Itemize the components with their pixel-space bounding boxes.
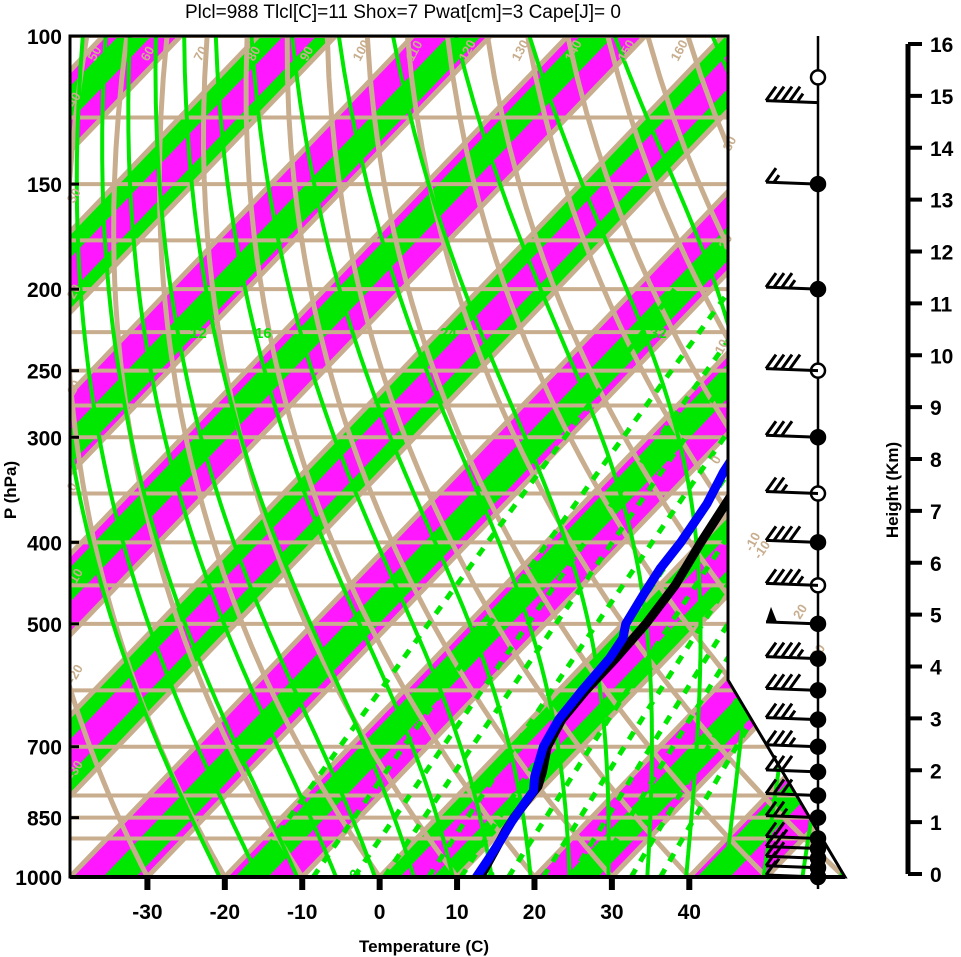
temperature-tick-label: 30 [600,901,623,924]
isotherm-label-right: 10 [711,337,731,357]
height-tick-label: 13 [930,190,953,213]
pressure-axis: 100 150 200 250 300 400 500 700 850 1000 P (hPa) [1,26,79,890]
height-tick-label: 14 [930,138,954,161]
pressure-tick-label: 700 [27,737,62,760]
pressure-tick-label: 1000 [15,867,62,890]
isotherm-label-right: 20 [790,601,810,621]
pressure-tick-label: 850 [27,808,62,831]
wind-barb [764,272,819,291]
mixing-ratio-label: 24 [440,325,457,342]
height-tick-label: 11 [930,293,953,316]
isotherm-lines [70,36,845,877]
height-tick-label: 15 [930,86,954,109]
wind-barb [764,778,819,797]
wind-level-marker [809,69,827,86]
wind-barb [765,606,819,626]
height-tick-label: 3 [930,708,942,731]
height-tick-label: 7 [930,501,942,524]
height-tick-label: 12 [930,242,953,265]
wind-barb [764,702,819,722]
temperature-tick-label: -20 [210,901,240,924]
wind-barb [764,673,819,692]
height-tick-label: 4 [930,657,942,680]
isotherm-label-right: 20 [715,232,735,252]
dry-adiabat-label: 80 [243,44,263,64]
mixing-ratio-label: 16 [255,325,272,342]
temperature-tick-label: 0 [374,901,386,924]
wind-barb [764,568,819,587]
wind-barb [764,641,819,661]
height-tick-label: 8 [930,449,942,472]
dry-adiabat-label: 60 [137,44,157,64]
pressure-tick-label: 100 [27,26,62,49]
wind-barb [764,729,819,749]
pressure-tick-label: 300 [27,427,62,450]
dry-adiabat-label: 90 [296,44,316,64]
mixing-ratio-label: 12 [190,325,207,342]
wind-barb [764,821,819,841]
wind-barb [764,353,819,373]
height-tick-label: 16 [930,34,953,57]
wind-barb [764,85,819,105]
plot-frame [68,34,848,879]
dry-adiabat-label: 50 [84,44,104,64]
temperature-tick-label: 40 [678,901,701,924]
temperature-axis-label: Temperature (C) [359,937,489,956]
temperature-tick-label: 20 [523,901,546,924]
height-tick-label: 6 [930,553,942,576]
dry-adiabat-label: 70 [190,44,210,64]
height-tick-label: 10 [930,345,953,368]
wind-barb [764,755,819,774]
wind-barb-profile [764,36,827,889]
temperature-tick-label: -10 [287,901,317,924]
dewpoint-trace [471,72,845,877]
pressure-tick-label: 250 [27,361,62,384]
temperature-tick-label: 10 [445,901,468,924]
temperature-axis: -30 -20 -10 0 10 20 30 40 Temperature (C) [70,875,845,956]
pressure-tick-label: 400 [27,532,62,555]
pressure-axis-label: P (hPa) [1,461,20,519]
wind-barb [764,800,819,820]
wind-barb [764,167,819,186]
pressure-tick-label: 200 [27,279,62,302]
height-tick-label: 9 [930,397,942,420]
height-tick-label: 1 [930,812,942,835]
wind-barb [764,476,819,496]
wind-barb [764,525,819,544]
mixing-ratio-label: 32 [650,325,667,342]
page-title: Plcl=988 Tlcl[C]=11 Shox=7 Pwat[cm]=3 Ca… [185,2,621,23]
height-axis-label: Height (Km) [883,442,902,538]
height-tick-label: 0 [930,864,942,887]
pressure-tick-label: 150 [27,174,62,197]
height-tick-label: 2 [930,760,942,783]
sounding-traces [471,72,845,877]
wind-barb [764,420,819,439]
temperature-tick-label: -30 [132,901,162,924]
pressure-tick-label: 500 [27,614,62,637]
height-tick-label: 5 [930,605,942,628]
